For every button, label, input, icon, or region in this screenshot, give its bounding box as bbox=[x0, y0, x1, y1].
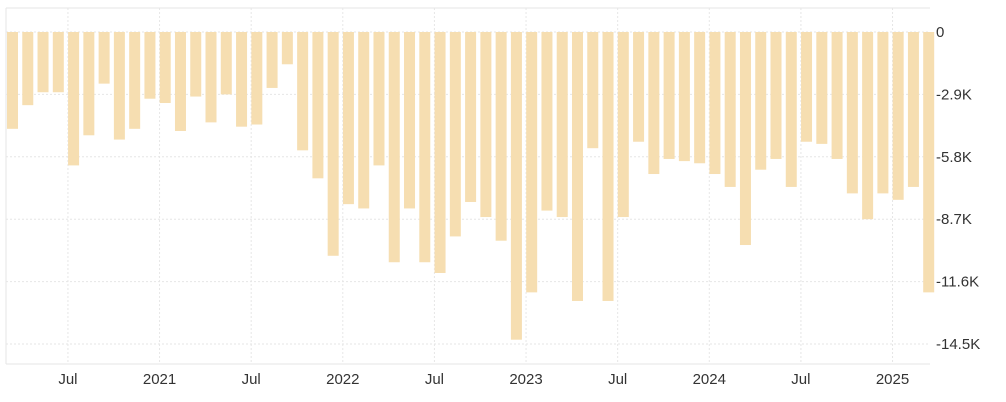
bar bbox=[617, 32, 629, 218]
bar bbox=[678, 32, 690, 162]
x-tick-label: Jul bbox=[242, 371, 261, 388]
bar bbox=[480, 32, 492, 218]
bar bbox=[220, 32, 232, 95]
x-tick-label: 2023 bbox=[509, 371, 542, 388]
bar bbox=[724, 32, 736, 187]
bar bbox=[342, 32, 354, 205]
bar bbox=[510, 32, 522, 340]
bar bbox=[633, 32, 645, 142]
bar bbox=[251, 32, 263, 125]
bar bbox=[7, 32, 18, 129]
bar bbox=[297, 32, 309, 151]
bar bbox=[236, 32, 248, 127]
y-tick-label: -2.9K bbox=[936, 86, 972, 103]
y-axis-tick-labels: 0 -2.9K -5.8K -8.7K -11.6K -14.5K bbox=[936, 24, 980, 353]
bar bbox=[37, 32, 49, 93]
bar bbox=[327, 32, 339, 256]
bar bbox=[465, 32, 477, 202]
bar bbox=[846, 32, 858, 194]
x-tick-label: 2024 bbox=[693, 371, 726, 388]
y-tick-label: -8.7K bbox=[936, 211, 972, 228]
y-tick-label: 0 bbox=[936, 24, 944, 41]
bar bbox=[862, 32, 874, 220]
bar bbox=[205, 32, 217, 123]
bar bbox=[434, 32, 446, 273]
x-tick-label: 2025 bbox=[876, 371, 909, 388]
bar bbox=[358, 32, 370, 209]
bar bbox=[83, 32, 95, 136]
bar bbox=[816, 32, 828, 144]
bar bbox=[755, 32, 767, 170]
bar bbox=[892, 32, 904, 200]
x-tick-label: Jul bbox=[791, 371, 810, 388]
bar bbox=[907, 32, 919, 187]
y-tick-label: -11.6K bbox=[936, 274, 979, 291]
bar bbox=[556, 32, 568, 218]
bar bbox=[113, 32, 125, 140]
bar bbox=[663, 32, 675, 159]
bar bbox=[159, 32, 171, 104]
y-tick-label: -14.5K bbox=[936, 336, 980, 353]
x-tick-label: 2022 bbox=[326, 371, 359, 388]
bar bbox=[571, 32, 583, 301]
bar bbox=[373, 32, 385, 166]
bar bbox=[404, 32, 416, 209]
bar bbox=[694, 32, 706, 164]
bar bbox=[388, 32, 400, 263]
bar bbox=[587, 32, 599, 149]
bar bbox=[98, 32, 110, 84]
bar bbox=[449, 32, 461, 237]
x-axis-tick-labels: Jul 2021 Jul 2022 Jul 2023 Jul 2024 Jul 2025 bbox=[58, 371, 909, 388]
bar bbox=[526, 32, 538, 293]
bar bbox=[770, 32, 782, 159]
bar bbox=[877, 32, 889, 194]
bar bbox=[266, 32, 278, 88]
bar bbox=[52, 32, 64, 93]
bar bbox=[419, 32, 431, 263]
bar bbox=[541, 32, 553, 211]
bar bbox=[831, 32, 843, 159]
bar bbox=[785, 32, 797, 187]
bar bbox=[602, 32, 614, 301]
bar bbox=[739, 32, 751, 246]
bar bbox=[312, 32, 324, 179]
bar bbox=[709, 32, 721, 175]
x-tick-label: Jul bbox=[425, 371, 444, 388]
bar bbox=[174, 32, 186, 131]
x-tick-label: Jul bbox=[58, 371, 77, 388]
bar bbox=[495, 32, 507, 241]
y-tick-label: -5.8K bbox=[936, 149, 972, 166]
bar bbox=[129, 32, 141, 129]
bar bbox=[801, 32, 813, 142]
x-tick-label: Jul bbox=[608, 371, 627, 388]
bar bbox=[22, 32, 34, 106]
bar bbox=[144, 32, 156, 99]
bar bbox=[190, 32, 202, 97]
bar bbox=[648, 32, 660, 175]
bar bbox=[281, 32, 293, 65]
bar-series bbox=[7, 32, 935, 340]
vertical-gridlines bbox=[67, 8, 894, 364]
bar bbox=[923, 32, 935, 293]
bar bbox=[68, 32, 80, 166]
x-tick-label: 2021 bbox=[143, 371, 176, 388]
